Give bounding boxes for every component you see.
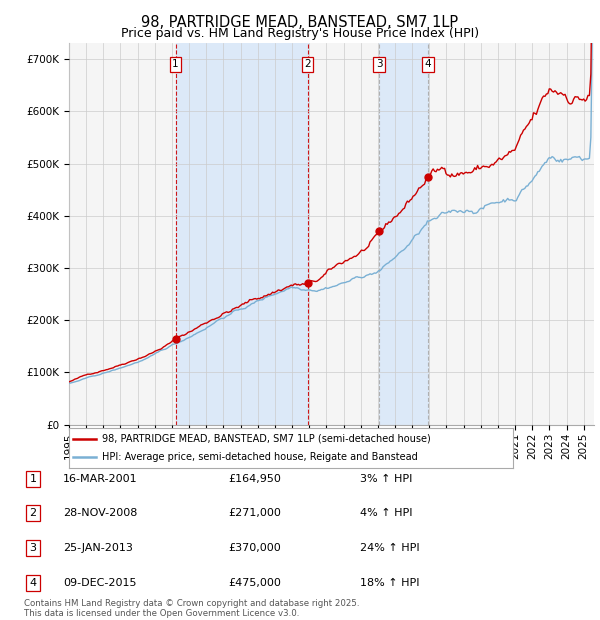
Bar — [176, 43, 308, 425]
Text: 1: 1 — [172, 60, 179, 69]
Text: 09-DEC-2015: 09-DEC-2015 — [63, 578, 137, 588]
Text: 25-JAN-2013: 25-JAN-2013 — [63, 543, 133, 553]
Text: HPI: Average price, semi-detached house, Reigate and Banstead: HPI: Average price, semi-detached house,… — [102, 452, 418, 463]
Text: 3% ↑ HPI: 3% ↑ HPI — [360, 474, 412, 484]
Text: 2: 2 — [305, 60, 311, 69]
Text: 98, PARTRIDGE MEAD, BANSTEAD, SM7 1LP (semi-detached house): 98, PARTRIDGE MEAD, BANSTEAD, SM7 1LP (s… — [102, 433, 431, 444]
Text: £370,000: £370,000 — [228, 543, 281, 553]
Text: 4% ↑ HPI: 4% ↑ HPI — [360, 508, 413, 518]
Text: 3: 3 — [376, 60, 382, 69]
Text: 28-NOV-2008: 28-NOV-2008 — [63, 508, 137, 518]
Text: £271,000: £271,000 — [228, 508, 281, 518]
Text: 4: 4 — [425, 60, 431, 69]
Text: Price paid vs. HM Land Registry's House Price Index (HPI): Price paid vs. HM Land Registry's House … — [121, 27, 479, 40]
Text: 1: 1 — [29, 474, 37, 484]
Text: Contains HM Land Registry data © Crown copyright and database right 2025.
This d: Contains HM Land Registry data © Crown c… — [24, 599, 359, 618]
Text: 98, PARTRIDGE MEAD, BANSTEAD, SM7 1LP: 98, PARTRIDGE MEAD, BANSTEAD, SM7 1LP — [142, 15, 458, 30]
Text: 24% ↑ HPI: 24% ↑ HPI — [360, 543, 419, 553]
Text: 4: 4 — [29, 578, 37, 588]
Text: 16-MAR-2001: 16-MAR-2001 — [63, 474, 137, 484]
Text: 2: 2 — [29, 508, 37, 518]
Text: £475,000: £475,000 — [228, 578, 281, 588]
Bar — [379, 43, 428, 425]
Text: 3: 3 — [29, 543, 37, 553]
Text: £164,950: £164,950 — [228, 474, 281, 484]
Text: 18% ↑ HPI: 18% ↑ HPI — [360, 578, 419, 588]
